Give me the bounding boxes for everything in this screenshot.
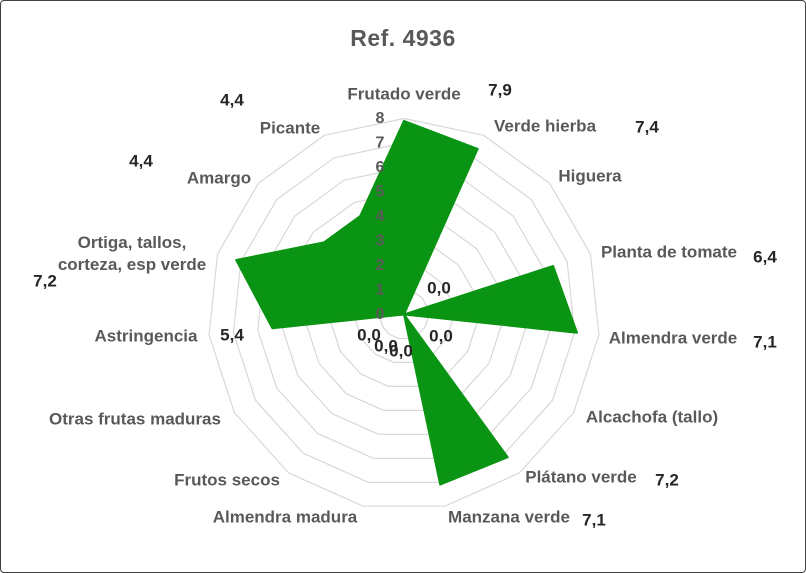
category-label-verde-hierba: Verde hierba [494,117,597,136]
axis-tick-label-5: 5 [376,184,385,201]
value-label-otras-frutas-maduras: 0,0 [357,326,381,345]
series-polygon [235,119,578,486]
value-label-alcachofa-tallo: 0,0 [429,327,453,346]
value-label-verde-hierba: 7,4 [635,118,659,137]
radar-series [235,119,578,486]
category-label-higuera: Higuera [558,167,622,186]
value-label-pl-tano-verde: 7,2 [655,471,679,490]
axis-tick-label-1: 1 [376,282,385,299]
category-label-astringencia: Astringencia [95,327,199,346]
value-label-ortiga-tallos-corteza-esp-verde: 7,2 [33,272,57,291]
radar-grid [208,117,600,507]
value-label-manzana-verde: 7,1 [582,511,606,530]
category-label-otras-frutas-maduras: Otras frutas maduras [49,410,221,429]
radar-category-labels: Frutado verde Verde hierba Higuera Planta d… [49,85,737,527]
axis-tick-label-6: 6 [376,159,385,176]
grid-ring-7 [232,142,576,483]
category-label-picante: Picante [260,119,320,138]
value-label-planta-de-tomate: 6,4 [753,248,777,267]
value-label-picante: 4,4 [220,91,244,110]
grid-ring-8 [208,117,600,507]
value-label-frutos-secos: 0,0 [374,337,398,356]
radar-axis-tick-labels: 0 1 2 3 4 5 6 7 8 [376,110,385,323]
axis-tick-label-0: 0 [376,306,385,323]
grid-ring-6 [257,166,551,459]
value-label-higuera: 0,0 [427,279,451,298]
axis-tick-label-4: 4 [376,208,385,225]
category-label-almendra-madura: Almendra madura [213,508,358,527]
axis-tick-label-7: 7 [376,135,385,152]
radar-value-labels: 7,97,40,06,47,10,07,27,10,00,00,05,47,24… [33,81,777,530]
axis-tick-label-3: 3 [376,233,385,250]
value-label-frutado-verde: 7,9 [488,81,512,100]
value-label-almendra-verde: 7,1 [753,333,777,352]
axis-tick-label-2: 2 [376,257,385,274]
category-label-frutos-secos: Frutos secos [174,471,280,490]
axis-tick-label-8: 8 [376,110,385,127]
category-label-pl-tano-verde: Plátano verde [525,468,637,487]
category-label-manzana-verde: Manzana verde [448,508,570,527]
value-label-almendra-madura: 0,0 [389,342,413,361]
value-label-amargo: 4,4 [129,152,153,171]
category-label-amargo: Amargo [187,169,251,188]
category-label-almendra-verde: Almendra verde [609,329,738,348]
category-label-frutado-verde: Frutado verde [347,85,460,104]
category-label-planta-de-tomate: Planta de tomate [601,243,737,262]
chart-title: Ref. 4936 [350,25,456,51]
category-label-alcachofa-tallo: Alcachofa (tallo) [586,408,718,427]
value-label-astringencia: 5,4 [220,326,244,345]
category-label-ortiga-tallos-corteza-esp-verde: Ortiga, tallos, corteza, esp verde [58,233,206,274]
